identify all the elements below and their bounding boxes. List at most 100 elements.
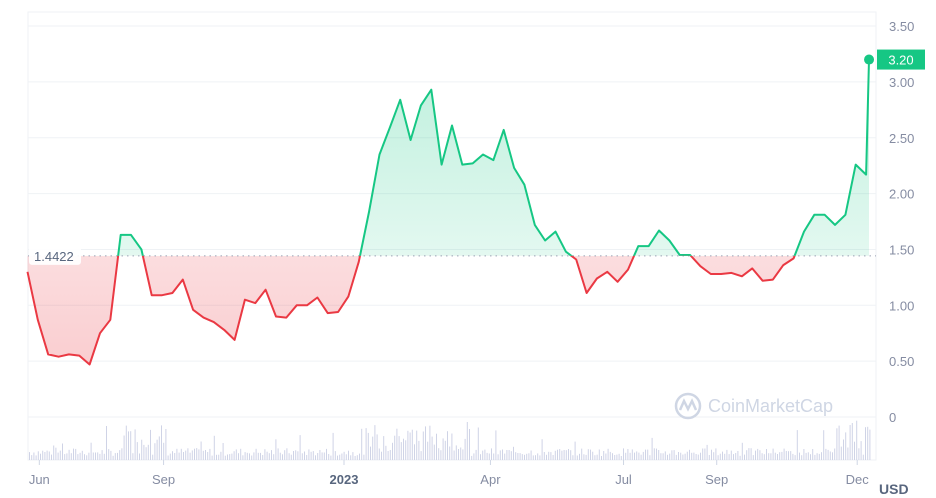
volume-bar (444, 440, 446, 460)
price-point (420, 104, 422, 106)
price-point (565, 251, 567, 253)
volume-bar (673, 450, 675, 460)
volume-bar (271, 450, 272, 460)
price-point (513, 167, 515, 169)
coinmarketcap-logo-wave (678, 398, 698, 412)
volume-bar (546, 454, 547, 460)
y-axis: 0 0.50 1.00 1.50 2.00 2.50 3.00 3.50 (889, 19, 914, 425)
volume-bar (719, 453, 721, 460)
volume-bar (660, 453, 662, 460)
volume-bar (634, 452, 635, 460)
volume-bar (816, 453, 818, 460)
volume-bar (711, 449, 712, 460)
volume-bar (642, 451, 644, 460)
price-point (782, 264, 784, 266)
volume-bar (574, 441, 576, 460)
volume-bar (851, 423, 853, 460)
price-point (275, 315, 277, 317)
volume-bar (365, 428, 367, 460)
volume-bar (29, 452, 30, 460)
price-point (399, 99, 401, 101)
volume-bar (486, 452, 488, 460)
current-price-dot (864, 54, 875, 65)
volume-bar (840, 446, 842, 460)
volume-bar (275, 439, 277, 460)
price-point (461, 164, 463, 166)
volume-bar (488, 453, 490, 460)
volume-bar (570, 450, 572, 460)
volume-bar (145, 447, 147, 460)
volume-bar (352, 452, 354, 460)
volume-bar (612, 453, 613, 460)
volume-bar (572, 455, 574, 460)
volume-bar (407, 430, 409, 460)
volume-bar (671, 450, 673, 460)
volume-bar (238, 453, 239, 460)
volume-bar (455, 445, 457, 460)
price-point (720, 273, 722, 275)
volume-bar (781, 451, 783, 460)
volume-bar (220, 451, 222, 460)
volume-bar (513, 446, 514, 460)
volume-bar (667, 454, 668, 460)
volume-bar (62, 443, 63, 460)
volume-bar (244, 452, 246, 460)
volume-bar (733, 454, 734, 460)
price-point (358, 261, 360, 263)
price-point (844, 214, 846, 216)
volume-bar (187, 448, 189, 460)
volume-bar (552, 455, 554, 460)
volume-bar (114, 453, 116, 460)
volume-bar (282, 454, 283, 460)
volume-bar (517, 453, 519, 460)
volume-bar (55, 447, 57, 460)
volume-bar (645, 449, 646, 460)
volume-bar (381, 451, 382, 460)
price-point (824, 214, 826, 216)
volume-bar (543, 452, 545, 460)
volume-bar (515, 452, 517, 460)
volume-bar (790, 451, 792, 460)
price-point (254, 302, 256, 304)
price-point (37, 319, 39, 321)
y-tick-label: 1.50 (889, 242, 914, 257)
volume-bar (442, 438, 444, 460)
volume-bar (625, 452, 627, 460)
volume-bar (601, 456, 602, 460)
volume-bar (475, 449, 477, 460)
volume-bar (510, 451, 512, 460)
volume-bar (722, 451, 723, 460)
volume-bar (31, 455, 33, 460)
price-point (130, 234, 132, 236)
volume-bar (477, 427, 479, 460)
volume-bar (484, 449, 486, 460)
volume-bar (152, 454, 154, 460)
baseline-label: 1.4422 (29, 244, 81, 265)
price-point (451, 124, 453, 126)
y-tick-label: 1.00 (889, 298, 914, 313)
volume-bar (704, 448, 706, 460)
volume-bar (301, 453, 303, 460)
price-point (544, 240, 546, 242)
volume-bar (623, 448, 624, 460)
volume-bar (497, 454, 499, 460)
volume-bar (288, 453, 290, 460)
volume-bar (310, 451, 312, 460)
volume-bar (638, 452, 640, 460)
volume-bar (693, 452, 695, 460)
volume-bar (37, 451, 39, 460)
volume-bar (64, 454, 66, 460)
volume-bar (103, 453, 105, 460)
volume-bar (268, 453, 270, 460)
volume-bar (464, 438, 466, 460)
volume-bar (691, 452, 693, 460)
volume-bar (284, 450, 286, 460)
volume-bar (106, 426, 107, 460)
volume-bar (482, 450, 484, 460)
volume-bar (814, 454, 816, 460)
volume-bar (557, 449, 558, 460)
volume-bar (541, 439, 543, 460)
volume-bar (231, 453, 233, 460)
volume-bar (279, 452, 281, 460)
volume-bar (216, 454, 217, 460)
